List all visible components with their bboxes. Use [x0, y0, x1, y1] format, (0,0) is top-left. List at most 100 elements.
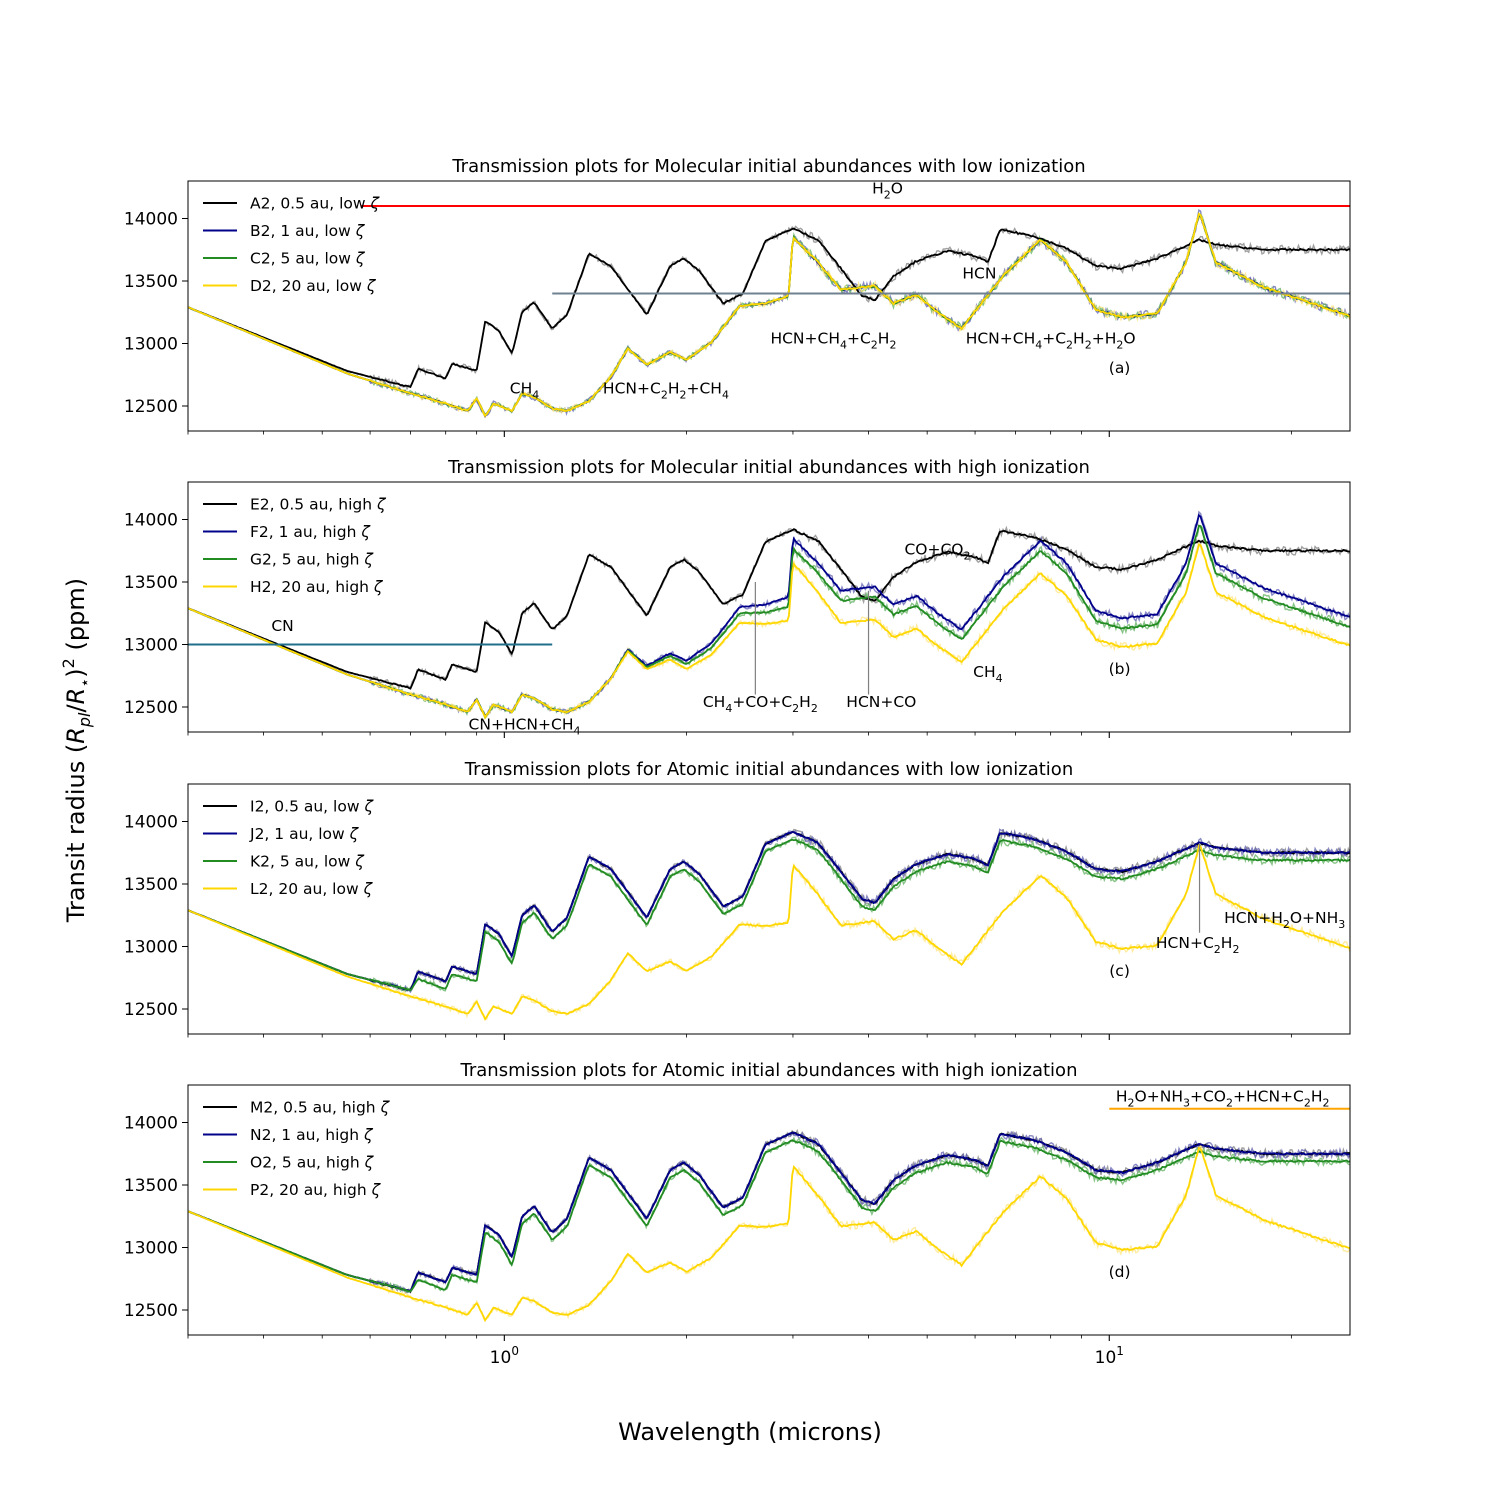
legend-item-1: E2, 0.5 au, high ζ — [203, 496, 387, 514]
series-line-1 — [188, 227, 1350, 389]
y-tick-label: 13500 — [124, 1176, 178, 1196]
y-tick-label: 13000 — [124, 938, 178, 958]
legend-item-1: I2, 0.5 au, low ζ — [203, 798, 374, 816]
panel-label: (a) — [1109, 359, 1131, 377]
axes-frame — [187, 481, 1351, 733]
legend-item-4: D2, 20 au, low ζ — [203, 277, 377, 295]
series-line-3 — [188, 212, 1350, 417]
legend-label: H2, 20 au, high ζ — [250, 578, 384, 596]
panel-title: Transmission plots for Molecular initial… — [447, 457, 1090, 478]
legend-label: F2, 1 au, high ζ — [250, 523, 371, 541]
species-annotation: HCN+CH4+C2H2 — [770, 330, 896, 352]
y-tick-label: 13500 — [124, 573, 178, 593]
legend-label: D2, 20 au, low ζ — [250, 277, 377, 295]
x-axis-label: Wavelength (microns) — [618, 1418, 882, 1446]
y-tick-label: 12500 — [124, 1000, 178, 1020]
panel-title: Transmission plots for Molecular initial… — [451, 156, 1085, 177]
legend-item-1: A2, 0.5 au, low ζ — [203, 195, 380, 213]
species-annotation: CH4 — [973, 663, 1002, 685]
y-tick-label: 12500 — [124, 397, 178, 417]
legend-item-4: L2, 20 au, low ζ — [203, 880, 374, 898]
y-tick-label: 14000 — [124, 813, 178, 833]
y-tick-label: 12500 — [124, 698, 178, 718]
axes-frame — [187, 1084, 1351, 1336]
legend-item-3: C2, 5 au, low ζ — [203, 250, 366, 268]
legend-item-2: B2, 1 au, low ζ — [203, 222, 366, 240]
y-tick-label: 13500 — [124, 272, 178, 292]
panel-title: Transmission plots for Atomic initial ab… — [464, 759, 1073, 780]
series-line-3 — [188, 1139, 1350, 1293]
species-annotation: CN+HCN+CH4 — [469, 716, 581, 738]
series-band-4 — [188, 216, 1350, 419]
legend-label: O2, 5 au, high ζ — [250, 1154, 375, 1172]
series-line-1 — [188, 528, 1350, 690]
legend-item-3: O2, 5 au, high ζ — [203, 1154, 375, 1172]
series-band-2 — [188, 208, 1350, 417]
x-tick-label: 100 — [490, 1344, 519, 1368]
panel-label: (d) — [1109, 1263, 1131, 1281]
series-band-4 — [188, 845, 1350, 1021]
series-line-2 — [188, 213, 1350, 418]
series-band-3 — [188, 213, 1350, 415]
y-tick-label: 12500 — [124, 1301, 178, 1321]
legend-label: J2, 1 au, low ζ — [249, 825, 360, 843]
series-line-4 — [188, 212, 1350, 418]
series-line-2 — [188, 513, 1350, 719]
panel-label: (b) — [1109, 660, 1131, 678]
plot-area — [188, 828, 1350, 1021]
x-tick-label: 101 — [1095, 1344, 1124, 1368]
species-annotation: CH4 — [510, 380, 539, 402]
y-tick-label: 13000 — [124, 636, 178, 656]
series-line-4 — [188, 844, 1350, 1021]
legend-item-3: G2, 5 au, high ζ — [203, 551, 374, 569]
legend-label: N2, 1 au, high ζ — [250, 1126, 374, 1144]
series-line-4 — [188, 1146, 1350, 1322]
panel-1: Transmission plots for Molecular initial… — [124, 156, 1351, 437]
y-tick-label: 14000 — [124, 210, 178, 230]
species-annotation: CO+CO2 — [904, 541, 970, 563]
legend-item-2: J2, 1 au, low ζ — [203, 825, 360, 843]
legend-label: K2, 5 au, low ζ — [250, 853, 365, 871]
series-line-3 — [188, 838, 1350, 992]
plot-area — [188, 205, 1350, 419]
panel-4: Transmission plots for Atomic initial ab… — [124, 1060, 1351, 1368]
species-annotation: HCN+CO — [846, 693, 916, 711]
legend-label: P2, 20 au, high ζ — [250, 1181, 382, 1199]
legend-item-4: H2, 20 au, high ζ — [203, 578, 384, 596]
plot-area — [188, 1107, 1350, 1323]
legend-label: A2, 0.5 au, low ζ — [250, 195, 380, 213]
y-tick-label: 14000 — [124, 1114, 178, 1134]
legend-item-1: M2, 0.5 au, high ζ — [203, 1099, 391, 1117]
species-annotation: HCN+C2H2 — [1156, 934, 1240, 956]
species-annotation: HCN+CH4+C2H2+H2O — [966, 330, 1136, 352]
panel-2: Transmission plots for Molecular initial… — [124, 457, 1351, 738]
species-annotation: H2O+NH3+CO2+HCN+C2H2 — [1116, 1087, 1330, 1109]
panel-title: Transmission plots for Atomic initial ab… — [460, 1060, 1078, 1081]
legend-label: I2, 0.5 au, low ζ — [250, 798, 374, 816]
axes-frame — [187, 180, 1351, 432]
y-axis-label: Transit radius (Rpl/R⋆)2 (ppm) — [59, 578, 94, 923]
axes-frame — [187, 783, 1351, 1035]
species-annotation: HCN+C2H2+CH4 — [603, 380, 729, 402]
y-tick-label: 13000 — [124, 1239, 178, 1259]
species-annotation: CN — [271, 617, 293, 635]
y-tick-label: 13000 — [124, 335, 178, 355]
plot-area — [188, 510, 1350, 721]
legend-label: M2, 0.5 au, high ζ — [250, 1099, 391, 1117]
y-tick-label: 13500 — [124, 875, 178, 895]
legend-label: B2, 1 au, low ζ — [250, 222, 366, 240]
legend-label: E2, 0.5 au, high ζ — [250, 496, 387, 514]
legend-label: C2, 5 au, low ζ — [250, 250, 366, 268]
species-annotation: CH4+CO+C2H2 — [703, 693, 818, 715]
legend-item-2: F2, 1 au, high ζ — [203, 523, 371, 541]
series-line-4 — [188, 543, 1350, 720]
legend-item-3: K2, 5 au, low ζ — [203, 853, 365, 871]
legend-item-2: N2, 1 au, high ζ — [203, 1126, 374, 1144]
legend-item-4: P2, 20 au, high ζ — [203, 1181, 382, 1199]
y-tick-label: 14000 — [124, 511, 178, 531]
species-annotation: H2O — [872, 180, 903, 202]
species-annotation: HCN — [962, 265, 996, 283]
species-annotation: HCN+H2O+NH3 — [1224, 909, 1345, 931]
panel-label: (c) — [1109, 962, 1130, 980]
